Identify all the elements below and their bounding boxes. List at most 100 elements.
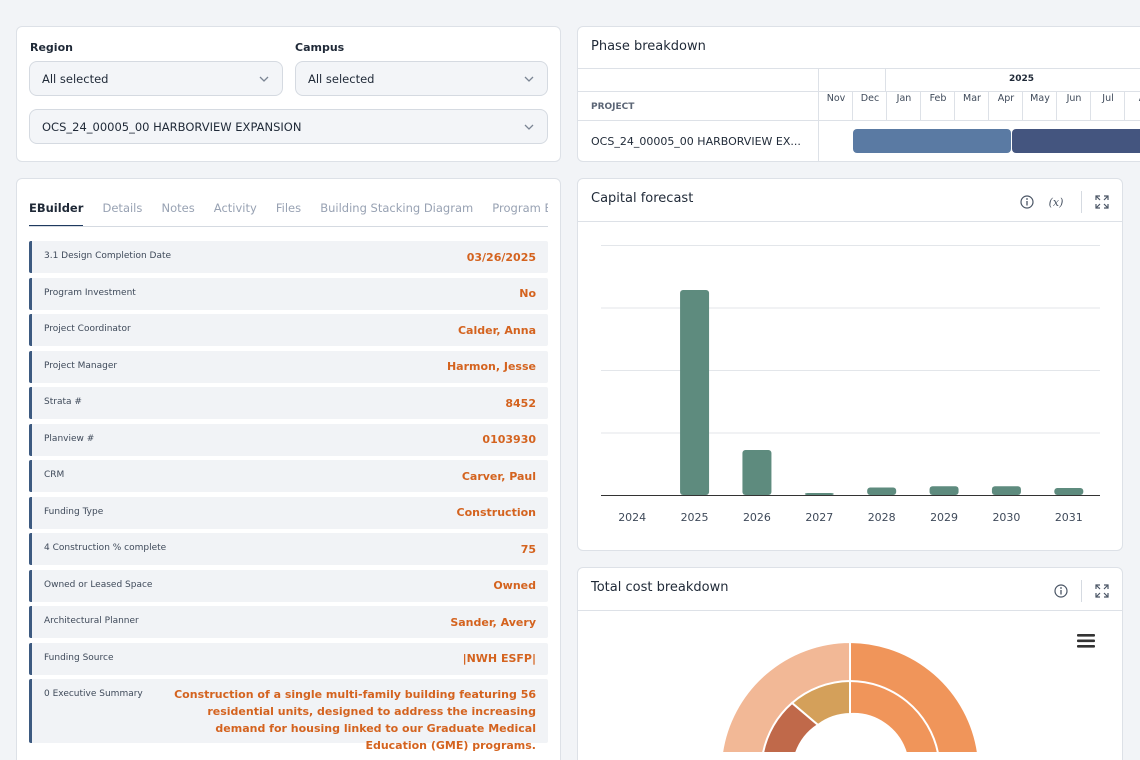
- region-label: Region: [30, 41, 73, 54]
- field-row: Planview # 0103930: [29, 423, 548, 456]
- field-value: Carver, Paul: [461, 469, 536, 483]
- tab-files[interactable]: Files: [275, 201, 302, 215]
- field-value: Construction of a single multi-family bu…: [174, 688, 536, 752]
- forecast-bar[interactable]: [742, 450, 772, 495]
- x-tick-label: 2030: [992, 511, 1020, 524]
- forecast-bar[interactable]: [1054, 488, 1084, 495]
- gantt-phase-bar[interactable]: [853, 129, 1011, 153]
- gantt-grid: 2025 PROJECT OCS_24_00005_00 HARBORVIEW …: [578, 68, 1140, 161]
- field-value: Harmon, Jesse: [446, 360, 536, 373]
- phase-breakdown-title: Phase breakdown: [591, 39, 706, 54]
- donut-inner-slice: [761, 701, 820, 754]
- project-column-header: PROJECT: [591, 102, 635, 112]
- forecast-bar[interactable]: [929, 486, 959, 495]
- total-cost-breakdown-panel: Total cost breakdown: [577, 567, 1123, 760]
- region-select-value: All selected: [42, 71, 109, 86]
- menu-icon[interactable]: [1077, 633, 1095, 652]
- x-tick-label: 2028: [868, 511, 896, 524]
- tab-ebuilder[interactable]: EBuilder: [29, 197, 84, 226]
- field-list: 3.1 Design Completion Date 03/26/2025 Pro…: [29, 241, 548, 752]
- phase-breakdown-panel: Phase breakdown 2025 PROJECT OCS_24_0000…: [577, 26, 1140, 162]
- gantt-gridlines: [578, 69, 1140, 161]
- chevron-down-icon: [524, 124, 534, 130]
- campus-select-value: All selected: [308, 71, 375, 86]
- field-label: CRM: [44, 470, 65, 480]
- chevron-down-icon: [259, 76, 269, 82]
- field-label: Funding Source: [44, 652, 114, 663]
- field-value: 03/26/2025: [466, 250, 536, 264]
- field-label: 4 Construction % complete: [44, 543, 167, 553]
- field-value: 75: [520, 542, 536, 556]
- info-icon[interactable]: [1019, 194, 1035, 210]
- tab-notes[interactable]: Notes: [161, 201, 195, 215]
- gantt-month-label: Jan: [896, 93, 912, 104]
- cost-donut-chart: [720, 640, 980, 754]
- field-row: 4 Construction % complete 75: [29, 533, 548, 565]
- field-row: Architectural Planner Sander, Avery: [29, 606, 548, 638]
- capital-forecast-panel: Capital forecast (x) 2024 2025 2026 2027 202…: [577, 178, 1123, 551]
- campus-select[interactable]: All selected: [295, 61, 548, 96]
- field-value: No: [519, 287, 536, 300]
- field-label: Funding Type: [44, 506, 104, 517]
- gantt-month-label: Jul: [1102, 93, 1114, 104]
- expand-icon[interactable]: [1094, 583, 1110, 599]
- field-value: Sander, Avery: [450, 615, 536, 629]
- tab-details[interactable]: Details: [102, 201, 143, 215]
- field-row: 3.1 Design Completion Date 03/26/2025: [29, 241, 548, 273]
- region-select[interactable]: All selected: [29, 61, 283, 96]
- gantt-project-name[interactable]: OCS_24_00005_00 HARBORVIEW EX...: [591, 135, 801, 148]
- function-icon[interactable]: (x): [1048, 195, 1064, 209]
- field-value: |NWH ESFP|: [462, 652, 536, 665]
- project-select[interactable]: OCS_24_00005_00 HARBORVIEW EXPANSION: [29, 109, 548, 144]
- forecast-bar[interactable]: [804, 493, 834, 495]
- filter-panel: Region All selected Campus All selected …: [16, 26, 561, 162]
- gantt-month-label: Mar: [963, 93, 981, 104]
- field-row: Program Investment No: [29, 277, 548, 310]
- x-tick-label: 2026: [743, 511, 771, 524]
- field-label: Planview #: [44, 433, 95, 444]
- expand-icon[interactable]: [1094, 194, 1110, 210]
- field-value: Construction: [456, 506, 536, 519]
- capital-forecast-title: Capital forecast: [591, 191, 694, 206]
- info-icon[interactable]: [1053, 583, 1069, 599]
- total-cost-breakdown-title: Total cost breakdown: [591, 580, 729, 595]
- field-row-executive-summary: 0 Executive Summary Construction of a sin…: [29, 679, 548, 752]
- field-label: Strata #: [44, 397, 82, 407]
- forecast-bar[interactable]: [867, 487, 897, 496]
- x-tick-label: 2027: [805, 511, 833, 524]
- tab-program-builder[interactable]: Program Buil: [492, 201, 548, 215]
- field-label: Architectural Planner: [44, 616, 139, 626]
- capital-forecast-toolbar: (x): [1019, 191, 1110, 213]
- donut-inner-slice: [849, 679, 940, 754]
- gantt-month-label: Apr: [997, 93, 1015, 104]
- gantt-phase-bar[interactable]: [1012, 129, 1140, 153]
- forecast-bar[interactable]: [991, 486, 1021, 495]
- field-value: 8452: [505, 396, 536, 410]
- gantt-month-label: A: [1125, 93, 1140, 104]
- toolbar-divider: [1081, 580, 1082, 602]
- field-value: 0103930: [482, 433, 536, 446]
- gantt-month-label: Feb: [929, 93, 947, 104]
- tab-activity[interactable]: Activity: [213, 201, 257, 215]
- chevron-down-icon: [524, 76, 534, 82]
- field-row: Project Coordinator Calder, Anna: [29, 314, 548, 346]
- gantt-month-label: Jun: [1066, 93, 1082, 104]
- tab-bar: EBuilder Details Notes Activity Files Bu…: [29, 197, 548, 227]
- field-label: Project Coordinator: [44, 324, 131, 334]
- gantt-year: 2025: [1008, 74, 1035, 84]
- field-value: Owned: [493, 579, 536, 592]
- x-tick-label: 2024: [618, 511, 646, 524]
- header-divider: [578, 221, 1122, 222]
- forecast-bar[interactable]: [680, 290, 710, 495]
- field-label: Project Manager: [44, 360, 118, 371]
- field-value: Calder, Anna: [457, 323, 536, 337]
- tab-building-stacking-diagram[interactable]: Building Stacking Diagram: [320, 201, 474, 215]
- field-row: Owned or Leased Space Owned: [29, 569, 548, 602]
- field-label: 0 Executive Summary: [44, 689, 143, 699]
- field-label: Program Investment: [44, 287, 136, 298]
- x-tick-label: 2031: [1055, 511, 1083, 524]
- x-tick-label: 2025: [681, 511, 709, 524]
- toolbar-divider: [1081, 191, 1082, 213]
- field-row: Funding Type Construction: [29, 496, 548, 529]
- field-row: Project Manager Harmon, Jesse: [29, 350, 548, 383]
